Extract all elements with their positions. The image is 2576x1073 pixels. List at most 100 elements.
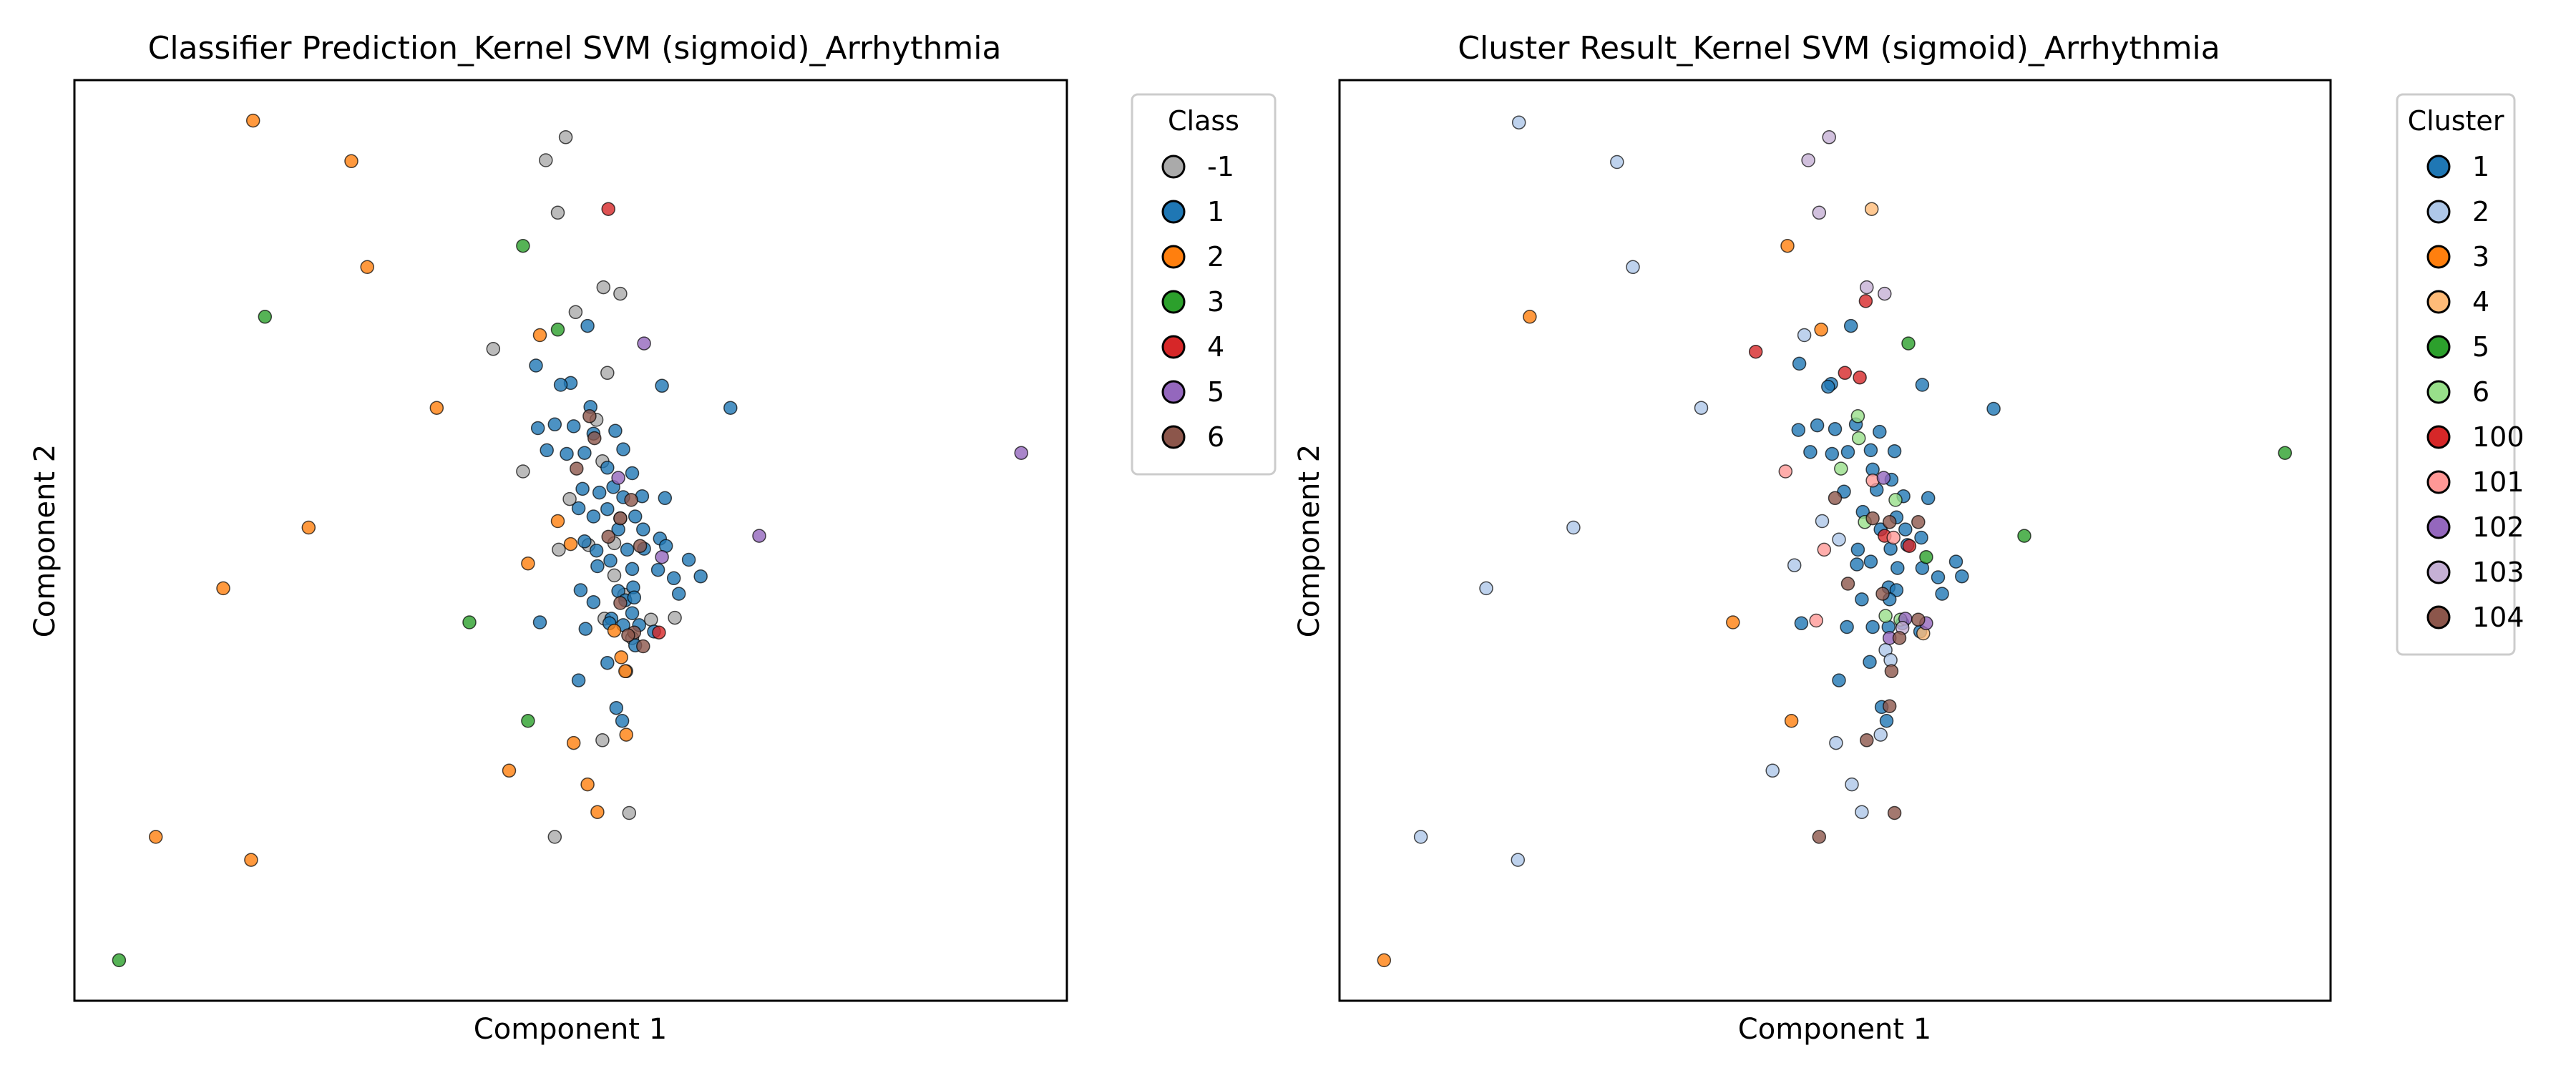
data-point-2 (244, 853, 258, 867)
data-point-1 (650, 562, 665, 577)
data-point-1 (1855, 592, 1869, 607)
data-point-1 (1821, 379, 1835, 394)
data-point-1 (1914, 530, 1928, 545)
legend-label-5: 5 (1207, 376, 1224, 408)
data-point-2 (429, 401, 444, 415)
data-point-6 (633, 539, 648, 553)
data-point-1 (532, 615, 547, 629)
x-axis-label: Component 1 (1738, 1013, 1931, 1046)
data-point-1 (620, 542, 635, 557)
data-point-101 (1778, 464, 1793, 479)
data-point--1 (558, 130, 573, 144)
data-point-3 (112, 953, 127, 968)
data-point-6 (636, 639, 650, 654)
data-point-1 (1873, 424, 1887, 439)
data-point-2 (550, 514, 565, 529)
data-point-1 (627, 590, 642, 605)
legend-label-104: 104 (2472, 602, 2524, 633)
legend-label-5: 5 (2472, 331, 2489, 363)
data-point-1 (592, 485, 607, 500)
data-point-1 (603, 554, 618, 568)
data-point-4 (1864, 202, 1879, 216)
data-point-1 (1840, 445, 1855, 459)
data-point-1 (590, 559, 605, 574)
legend-title: Cluster (2408, 105, 2504, 137)
legend-label-1: 1 (1207, 196, 1224, 227)
legend: Class -1 1 2 3 4 5 6 (1131, 93, 1277, 476)
data-point-1 (586, 509, 601, 524)
data-point-2 (1787, 558, 1802, 572)
data-point-1 (1863, 655, 1877, 670)
data-point-1 (573, 583, 588, 597)
legend-marker-3 (2426, 245, 2451, 269)
data-point-104 (1860, 733, 1874, 748)
data-point-1 (1887, 444, 1902, 459)
data-point-2 (1815, 514, 1830, 529)
legend-label-103: 103 (2472, 557, 2524, 588)
data-point-1 (1921, 491, 1936, 506)
data-point--1 (539, 153, 553, 167)
data-point-102 (1876, 471, 1891, 485)
legend-marker-6 (2426, 380, 2451, 404)
data-point-6 (621, 628, 635, 642)
legend-marker-5 (2426, 335, 2451, 359)
data-point-2 (344, 154, 358, 169)
data-point-1 (1843, 318, 1858, 333)
data-point--1 (552, 542, 566, 557)
data-point-5 (1919, 549, 1933, 564)
data-point-2 (1610, 155, 1624, 170)
data-point--1 (562, 491, 577, 506)
y-axis-label: Component 2 (29, 444, 62, 637)
legend-frame (1131, 93, 1277, 476)
data-point-1 (658, 491, 673, 506)
data-point--1 (486, 342, 501, 356)
data-point-6 (570, 461, 584, 476)
data-point-1 (1850, 542, 1865, 557)
data-point-1 (1931, 570, 1946, 584)
legend: Cluster 1 2 3 4 5 6 100 101 102 103 104 (2396, 93, 2524, 656)
data-point-1 (666, 571, 681, 586)
data-point--1 (600, 366, 615, 381)
data-point-5 (1014, 446, 1028, 460)
data-point-101 (1809, 613, 1823, 628)
data-point-1 (1879, 714, 1894, 728)
legend-label-4: 4 (1207, 331, 1224, 363)
data-point-5 (752, 529, 766, 543)
data-point-104 (1812, 830, 1827, 844)
data-point-1 (723, 401, 738, 415)
data-point-2 (1694, 401, 1709, 415)
data-point-101 (1886, 530, 1901, 545)
data-point-1 (609, 700, 624, 715)
data-point-1 (1850, 557, 1864, 572)
data-point-5 (611, 471, 625, 485)
data-point-1 (625, 606, 640, 620)
data-point-104 (1884, 664, 1899, 679)
data-point-2 (1511, 115, 1526, 129)
data-point-3 (462, 615, 477, 629)
data-point-6 (1878, 609, 1893, 623)
data-point-1 (1865, 619, 1880, 635)
data-point-3 (1377, 953, 1392, 968)
data-point-2 (1873, 727, 1888, 742)
legend-label-1: 1 (2472, 151, 2489, 182)
data-point-6 (1850, 409, 1865, 423)
data-point-1 (636, 522, 650, 536)
data-point-2 (521, 556, 535, 571)
data-point-2 (1626, 260, 1640, 275)
legend-marker-3 (1161, 290, 1186, 314)
data-point-2 (1566, 520, 1581, 535)
data-point-1 (571, 501, 586, 516)
data-point-1 (616, 442, 630, 456)
data-point-3 (1814, 323, 1828, 337)
data-point-1 (1803, 445, 1818, 459)
legend-label-2: 2 (2472, 196, 2489, 227)
data-point-3 (1726, 615, 1740, 629)
data-point--1 (516, 464, 530, 479)
data-point-6 (1851, 431, 1866, 446)
data-point-101 (1817, 542, 1832, 557)
data-point-1 (1825, 446, 1840, 461)
data-point-103 (1878, 286, 1892, 301)
data-point-104 (1887, 805, 1902, 820)
data-point-104 (1892, 631, 1907, 645)
